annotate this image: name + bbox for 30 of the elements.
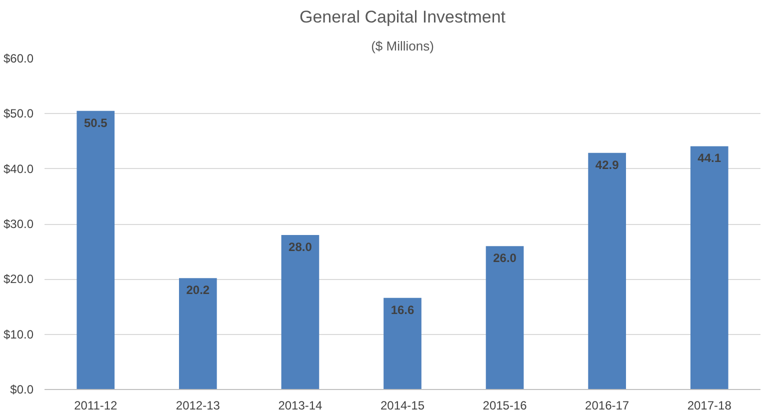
- y-tick-label: $20.0: [3, 272, 34, 286]
- bar: [588, 152, 626, 390]
- bar: [179, 278, 217, 390]
- bar: [281, 235, 320, 390]
- y-tick-label: $50.0: [3, 106, 34, 121]
- data-label: 28.0: [288, 240, 312, 254]
- y-tick-label: $0.0: [10, 382, 34, 396]
- y-tick-label: $10.0: [3, 327, 34, 342]
- chart-title: General Capital Investment: [300, 8, 506, 26]
- y-tick-label: $30.0: [3, 217, 34, 231]
- x-tick-label: 2011-12: [74, 398, 118, 412]
- data-label: 26.0: [493, 251, 517, 266]
- x-tick-label: 2013-14: [278, 398, 323, 412]
- data-label: 44.1: [698, 151, 722, 166]
- x-tick-label: 2012-13: [176, 398, 220, 412]
- bar: [76, 110, 115, 390]
- x-tick-label: 2016-17: [585, 398, 630, 412]
- bar: [690, 146, 728, 390]
- bar: [384, 298, 422, 390]
- x-tick-label: 2014-15: [380, 398, 425, 412]
- y-tick-label: $60.0: [3, 52, 34, 66]
- x-tick-label: 2017-18: [687, 398, 732, 412]
- data-label: 20.2: [186, 283, 210, 298]
- bar: [486, 246, 524, 390]
- data-label: 50.5: [84, 116, 108, 130]
- chart-subtitle: ($ Millions): [371, 38, 434, 54]
- data-label: 16.6: [390, 302, 415, 317]
- x-tick-label: 2015-16: [482, 398, 528, 412]
- data-label: 42.9: [595, 158, 620, 172]
- y-tick-label: $40.0: [3, 162, 34, 176]
